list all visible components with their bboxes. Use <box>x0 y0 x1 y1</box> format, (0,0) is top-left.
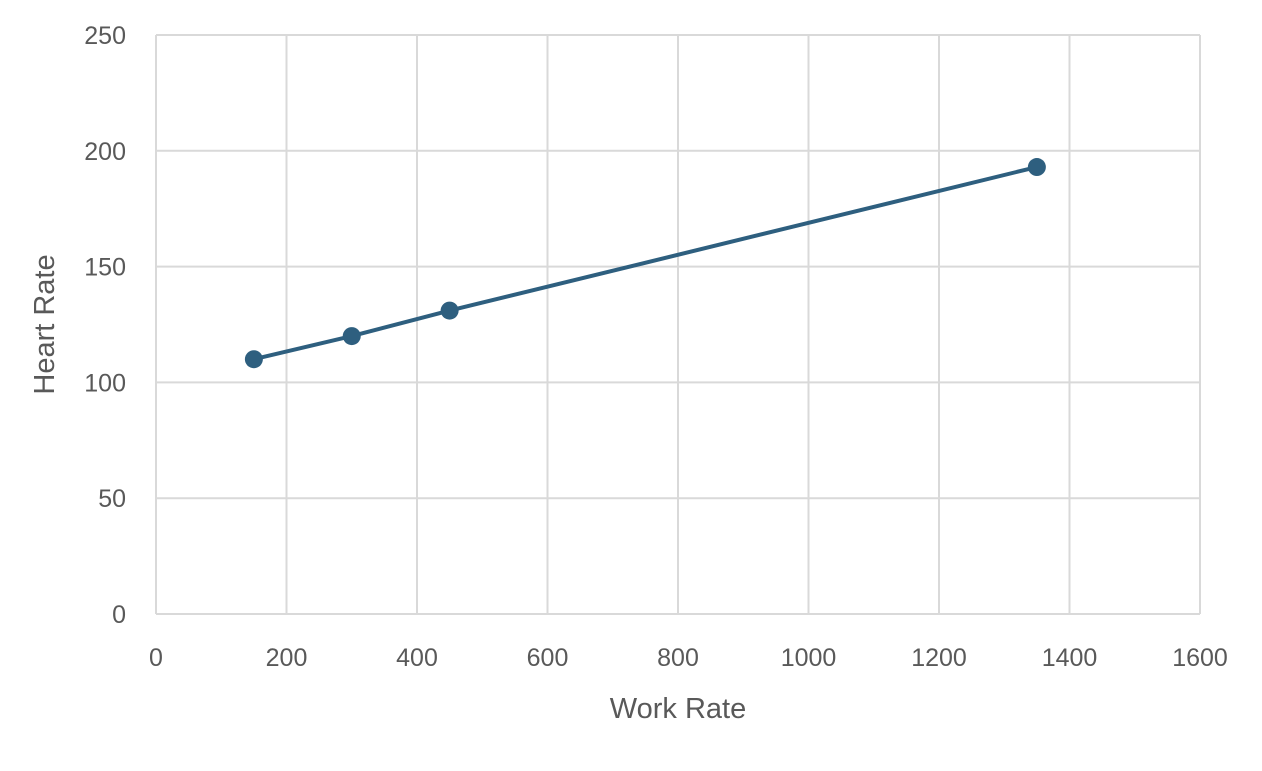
series-line <box>253 165 1038 362</box>
y-tick-label: 100 <box>84 369 126 397</box>
y-tick-label: 250 <box>84 22 126 50</box>
y-axis-title: Heart Rate <box>29 254 61 394</box>
y-tick-label: 0 <box>112 601 126 629</box>
y-tick-label: 150 <box>84 254 126 282</box>
data-point <box>342 327 361 346</box>
data-point <box>1027 158 1046 177</box>
data-series <box>244 158 1046 369</box>
x-tick-label: 800 <box>657 644 699 672</box>
gridlines <box>156 34 1201 614</box>
x-tick-label: 1200 <box>911 644 967 672</box>
x-tick-label: 1600 <box>1172 644 1228 672</box>
x-tick-label: 0 <box>149 644 163 672</box>
x-tick-label: 400 <box>396 644 438 672</box>
data-point <box>440 301 459 320</box>
x-tick-label: 1400 <box>1042 644 1098 672</box>
tick-labels: 0 50 100 150 200 250 0 200 400 600 800 1000 1200 1400… <box>84 22 1228 672</box>
x-tick-label: 1000 <box>781 644 837 672</box>
x-axis-title: Work Rate <box>610 693 746 725</box>
axes <box>155 35 1200 615</box>
y-tick-label: 50 <box>98 485 126 513</box>
x-tick-label: 200 <box>266 644 308 672</box>
y-tick-label: 200 <box>84 138 126 166</box>
data-point <box>244 350 263 369</box>
x-tick-label: 600 <box>527 644 569 672</box>
